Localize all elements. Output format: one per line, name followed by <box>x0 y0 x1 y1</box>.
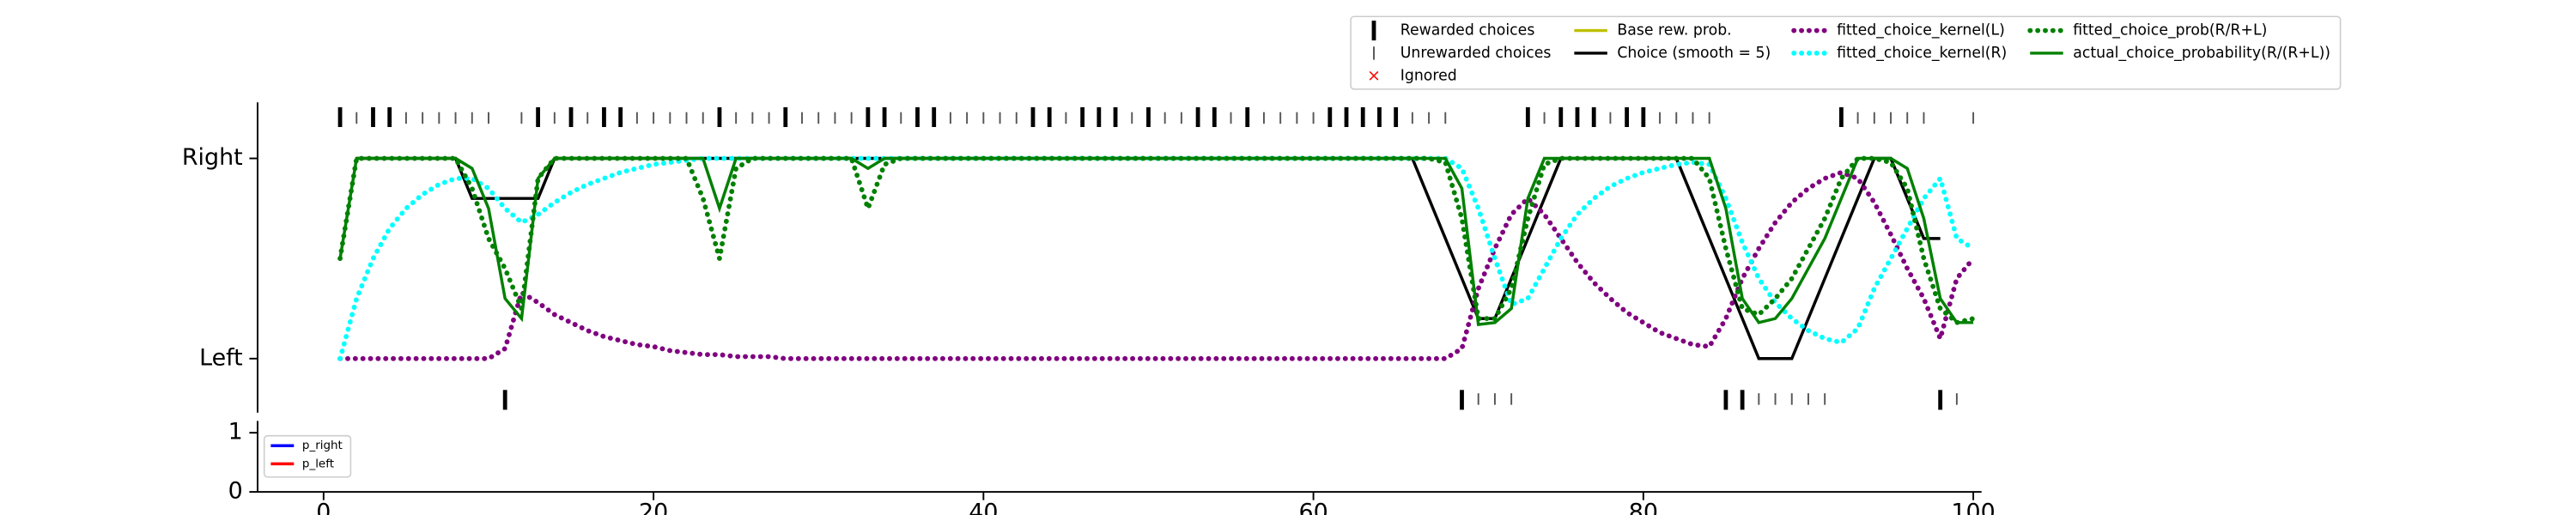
series-line <box>337 169 1976 361</box>
legend-label: Unrewarded choices <box>1400 45 1552 62</box>
series-line <box>337 155 1976 361</box>
x-tick-label: 40 <box>969 500 998 515</box>
legend-box <box>1350 15 2342 90</box>
legend: p_right p_left <box>263 434 352 478</box>
legend-label: fitted_choice_kernel(R) <box>1837 45 2007 62</box>
legend-label: p_right <box>302 439 343 452</box>
x-tick-label: 0 <box>316 500 331 515</box>
x-tick-label: 60 <box>1298 500 1327 515</box>
legend-label: actual_choice_probability(R/(R+L)) <box>2073 45 2330 62</box>
legend-label: Ignored <box>1400 67 1457 84</box>
series-line <box>356 156 1941 360</box>
x-tick-label: 80 <box>1629 500 1658 515</box>
legend-label: p_left <box>302 457 334 470</box>
legend-marker <box>1369 70 1379 81</box>
series-line <box>337 155 1976 325</box>
legend-label: fitted_choice_kernel(L) <box>1837 22 2005 39</box>
legend-label: Base rew. prob. <box>1617 22 1731 39</box>
x-tick-label: 100 <box>1951 500 1995 515</box>
x-tick-label: 20 <box>639 500 668 515</box>
legend-label: Rewarded choices <box>1400 22 1535 39</box>
legend: Rewarded choices Unrewarded choices Ignore… <box>1350 15 2342 90</box>
y-tick-label: Left <box>199 344 243 371</box>
y-tick-label: Right <box>182 144 243 171</box>
series-line <box>338 156 1974 327</box>
y-tick-label: 1 <box>228 419 243 445</box>
legend-label: Choice (smooth = 5) <box>1617 45 1771 62</box>
legend-label: fitted_choice_prob(R/R+L) <box>2073 22 2267 39</box>
y-tick-label: 0 <box>228 478 243 505</box>
